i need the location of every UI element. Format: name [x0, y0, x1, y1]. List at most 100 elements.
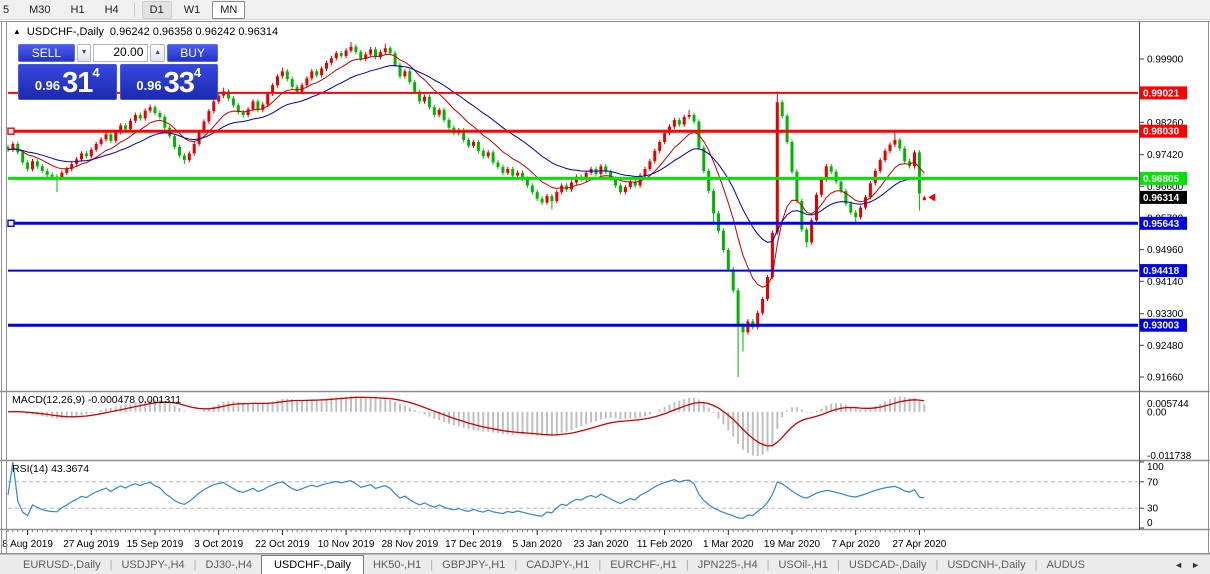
- buy-price-prefix: 0.96: [136, 78, 162, 93]
- price-tag-0.94418: 0.94418: [1143, 266, 1180, 277]
- ma-line-24: [7, 64, 925, 243]
- hline-handle-0.98030[interactable]: [7, 127, 15, 135]
- price-tag-0.95643: 0.95643: [1143, 219, 1180, 230]
- buy-price-panel[interactable]: 0.96 33 4: [119, 64, 218, 100]
- candles: [6, 42, 926, 377]
- x-axis-date-label: 1 Mar 2020: [703, 539, 754, 550]
- tab-usdjpy-h4[interactable]: USDJPY-,H4: [121, 559, 185, 571]
- chart-plot-area[interactable]: 0.999000.982600.974200.966000.957800.949…: [0, 20, 1210, 574]
- timeframe-toolbar: 5 M30 H1 H4 D1 W1 MN: [0, 0, 1210, 20]
- tab-usdcnh-daily[interactable]: USDCNH-,Daily: [947, 559, 1026, 571]
- timeframe-button-5[interactable]: 5: [3, 3, 10, 16]
- x-axis-date-label: 27 Apr 2020: [892, 539, 946, 550]
- x-axis-date-label: 10 Nov 2019: [318, 539, 375, 550]
- x-axis-date-label: 28 Nov 2019: [381, 539, 438, 550]
- tab-usdcad-daily[interactable]: USDCAD-,Daily: [848, 559, 927, 571]
- window-border-right: [1208, 21, 1209, 553]
- tab-dj30-h4[interactable]: DJ30-,H4: [205, 559, 252, 571]
- x-axis-date-label: 5 Jan 2020: [512, 539, 562, 550]
- window-border-left-outer: [1, 21, 2, 553]
- volume-input[interactable]: 20.00: [93, 44, 149, 62]
- buy-button[interactable]: BUY: [167, 44, 218, 62]
- tab-scroll-buttons: ◄ ►: [1174, 560, 1210, 574]
- price-tag-0.98030: 0.98030: [1143, 127, 1180, 138]
- price-tag-0.99021: 0.99021: [1143, 88, 1180, 99]
- buy-price-pip: 4: [193, 65, 202, 80]
- y-axis-tick-label: 0.99900: [1147, 55, 1184, 66]
- tab-separator: |: [514, 559, 518, 571]
- one-click-trading-panel: SELL ▼ 20.00 ▲ BUY 0.96 31 4 0.96 33 4: [18, 44, 218, 102]
- x-axis-date-label: 19 Mar 2020: [764, 539, 821, 550]
- hline-handle-0.95643[interactable]: [7, 219, 15, 228]
- tab-separator: |: [766, 559, 770, 571]
- tab-separator: |: [935, 559, 939, 571]
- price-tag-0.96805: 0.96805: [1143, 174, 1180, 185]
- rsi-axis-100: 100: [1147, 462, 1164, 473]
- current-price-tag: 0.96314: [1143, 193, 1180, 204]
- tab-jpn225-h4[interactable]: JPN225-,H4: [697, 559, 758, 571]
- toolbar-separator: [133, 2, 135, 17]
- tab-gbpjpy-h1[interactable]: GBPJPY-,H1: [442, 559, 506, 571]
- tab-audus[interactable]: AUDUS: [1046, 559, 1085, 571]
- chart-ohlc-values: 0.96242 0.96358 0.96242 0.96314: [109, 26, 279, 38]
- tab-separator: |: [193, 559, 197, 571]
- tab-hk50-h1[interactable]: HK50-,H1: [372, 559, 422, 571]
- x-axis-date-label: 11 Feb 2020: [637, 539, 693, 550]
- buy-price-big: 33: [163, 67, 195, 99]
- y-axis-tick-label: 0.92480: [1147, 341, 1184, 352]
- macd-label: MACD(12,26,9) -0.000478 0.001311: [12, 394, 181, 406]
- window-border-left-inner: [6, 21, 7, 553]
- timeframe-button-mn[interactable]: MN: [212, 0, 246, 19]
- chart-title: ▲ USDCHF-,Daily 0.96242 0.96358 0.96242 …: [13, 26, 278, 38]
- x-axis-date-label: 15 Sep 2019: [127, 539, 184, 550]
- rsi-axis-0: 0: [1147, 518, 1153, 529]
- rsi-line: [7, 461, 925, 519]
- tab-separator: |: [430, 559, 434, 571]
- y-axis-tick-label: 0.96600: [1147, 182, 1184, 193]
- rsi-axis-70: 70: [1147, 477, 1159, 488]
- tab-scroll-left-icon[interactable]: ◄: [1174, 560, 1184, 570]
- rsi-axis-30: 30: [1147, 504, 1159, 515]
- price-marker-icon: [928, 193, 936, 202]
- tab-separator: |: [109, 559, 113, 571]
- timeframe-button-w1[interactable]: W1: [183, 3, 201, 16]
- tab-usoil-h1[interactable]: USOil-,H1: [778, 559, 828, 571]
- sell-button[interactable]: SELL: [18, 44, 75, 62]
- tab-cadjpy-h1[interactable]: CADJPY-,H1: [526, 559, 590, 571]
- macd-axis-zero: 0.00: [1147, 407, 1167, 418]
- x-axis-date-label: 7 Apr 2020: [832, 539, 881, 550]
- chart-symbol-label: USDCHF-,Daily: [26, 26, 104, 38]
- timeframe-button-m30[interactable]: M30: [29, 3, 51, 16]
- tab-scroll-right-icon[interactable]: ►: [1191, 560, 1200, 570]
- one-click-collapse-icon[interactable]: ▲: [13, 26, 21, 36]
- x-axis-date-label: 8 Aug 2019: [2, 539, 53, 550]
- x-axis-date-label: 23 Jan 2020: [573, 539, 628, 550]
- window-border-top: [0, 21, 1210, 22]
- tab-separator: |: [1034, 559, 1038, 571]
- window-border-bottom: [0, 553, 1210, 554]
- y-axis-tick-label: 0.97420: [1147, 150, 1184, 161]
- ma-line-10: [7, 53, 925, 288]
- sell-price-panel[interactable]: 0.96 31 4: [18, 64, 117, 100]
- y-axis-tick-label: 0.94960: [1147, 245, 1184, 256]
- volume-decrease-button[interactable]: ▼: [76, 44, 92, 62]
- x-axis-date-label: 22 Oct 2019: [255, 539, 310, 550]
- timeframe-button-h4[interactable]: H4: [104, 3, 119, 16]
- y-axis-tick-label: 0.98260: [1147, 118, 1184, 129]
- volume-increase-button[interactable]: ▲: [150, 44, 166, 62]
- tab-eurusd-daily[interactable]: EURUSD-,Daily: [23, 559, 101, 571]
- sell-price-pip: 4: [92, 65, 100, 80]
- price-tag-0.93003: 0.93003: [1143, 321, 1180, 332]
- sell-price-prefix: 0.96: [34, 78, 61, 93]
- tab-usdchf-daily[interactable]: USDCHF-,Daily: [260, 555, 364, 574]
- macd-pane: [7, 396, 926, 456]
- tab-separator: |: [837, 559, 840, 571]
- sell-price-big: 31: [62, 67, 93, 99]
- timeframe-button-d1[interactable]: D1: [141, 0, 172, 19]
- y-axis-tick-label: 0.93300: [1147, 309, 1184, 320]
- timeframe-button-h1[interactable]: H1: [70, 3, 85, 16]
- rsi-label: RSI(14) 43.3674: [12, 463, 89, 475]
- tab-eurchf-h1[interactable]: EURCHF-,H1: [610, 559, 677, 571]
- tab-separator: |: [598, 559, 602, 571]
